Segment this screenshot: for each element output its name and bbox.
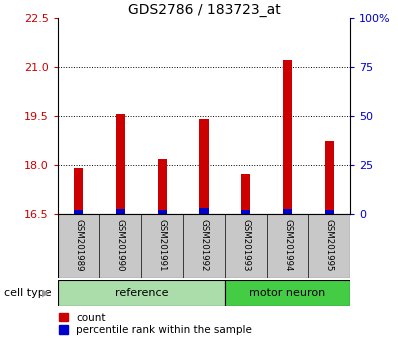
Bar bbox=[58, 280, 225, 306]
Text: GSM201993: GSM201993 bbox=[241, 218, 250, 271]
Text: GSM201989: GSM201989 bbox=[74, 218, 83, 271]
Bar bbox=[241, 174, 250, 214]
Bar bbox=[116, 209, 125, 214]
Bar bbox=[283, 209, 292, 214]
Bar bbox=[199, 208, 209, 214]
Text: ▶: ▶ bbox=[42, 288, 49, 298]
Bar bbox=[74, 210, 83, 214]
Title: GDS2786 / 183723_at: GDS2786 / 183723_at bbox=[128, 3, 280, 17]
Bar bbox=[325, 210, 334, 214]
Bar bbox=[158, 159, 167, 214]
Text: cell type: cell type bbox=[4, 288, 52, 298]
Bar bbox=[283, 60, 292, 214]
Bar bbox=[325, 142, 334, 214]
Text: GSM201991: GSM201991 bbox=[158, 218, 167, 271]
Bar bbox=[116, 114, 125, 214]
Text: motor neuron: motor neuron bbox=[250, 288, 326, 298]
Text: GSM201990: GSM201990 bbox=[116, 218, 125, 271]
Legend: count, percentile rank within the sample: count, percentile rank within the sample bbox=[59, 313, 252, 335]
Bar bbox=[158, 210, 167, 214]
Text: reference: reference bbox=[115, 288, 168, 298]
Text: GSM201992: GSM201992 bbox=[199, 218, 209, 271]
Bar bbox=[199, 119, 209, 214]
Bar bbox=[225, 280, 350, 306]
Text: GSM201995: GSM201995 bbox=[325, 218, 334, 271]
Text: GSM201994: GSM201994 bbox=[283, 218, 292, 271]
Bar bbox=[74, 169, 83, 214]
Bar bbox=[241, 210, 250, 214]
